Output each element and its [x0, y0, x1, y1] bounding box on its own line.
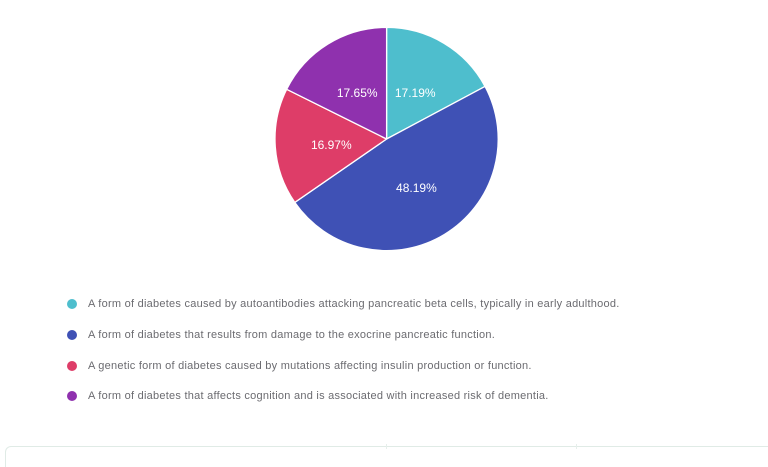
- svg-text:17.19%: 17.19%: [395, 86, 436, 100]
- svg-text:16.97%: 16.97%: [311, 138, 352, 152]
- svg-text:17.65%: 17.65%: [337, 86, 378, 100]
- svg-text:48.19%: 48.19%: [396, 181, 437, 195]
